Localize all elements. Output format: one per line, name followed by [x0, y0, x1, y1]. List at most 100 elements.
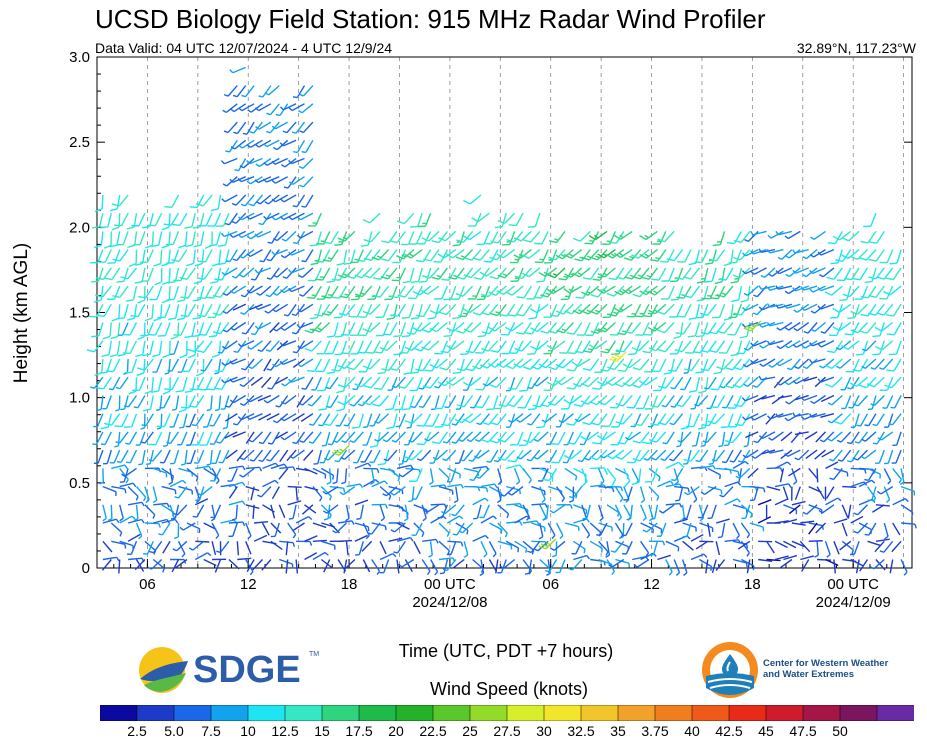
wind-barb: [211, 340, 222, 358]
barb-flag: [114, 425, 123, 428]
wind-barb: [508, 413, 524, 424]
barb-shaft: [221, 340, 230, 354]
wind-barb: [109, 449, 121, 464]
wind-barb: [206, 395, 213, 412]
barb-flag: [723, 262, 732, 267]
wind-barb: [712, 231, 726, 247]
barb-flag: [431, 276, 440, 280]
barb-flag: [401, 316, 410, 319]
barb-shaft: [496, 431, 507, 444]
wind-barb: [111, 194, 129, 207]
barb-half-flag: [220, 232, 225, 237]
barb-half-flag: [617, 516, 622, 522]
wind-barb: [263, 157, 280, 166]
barb-shaft: [438, 522, 450, 534]
barb-flag: [590, 294, 599, 298]
wind-barb: [166, 431, 180, 445]
barb-half-flag: [339, 491, 344, 496]
barb-shaft: [278, 504, 286, 518]
wind-barb: [179, 522, 196, 531]
barb-shaft: [311, 340, 322, 352]
wind-barb: [360, 449, 373, 463]
barb-half-flag: [119, 532, 123, 537]
barb-half-flag: [329, 496, 333, 501]
wind-barb: [632, 267, 650, 280]
wind-barb: [173, 267, 188, 282]
barb-shaft: [350, 249, 356, 264]
barb-shaft: [271, 486, 280, 500]
barb-shaft: [623, 468, 631, 482]
barb-half-flag: [254, 179, 259, 184]
barb-flag: [476, 298, 485, 301]
barb-flag: [307, 279, 316, 282]
barb-shaft: [249, 413, 263, 420]
barb-shaft: [218, 395, 222, 410]
barb-half-flag: [367, 526, 370, 532]
barb-shaft: [650, 322, 659, 336]
barb-half-flag: [446, 480, 452, 483]
barb-shaft: [187, 285, 196, 299]
wind-barb: [429, 468, 434, 485]
barb-shaft: [415, 285, 423, 299]
barb-flag: [393, 335, 402, 338]
wind-barb: [281, 376, 297, 387]
wind-barb: [749, 522, 765, 532]
barb-shaft: [181, 358, 188, 373]
barb-flag: [433, 260, 442, 263]
wind-barb: [214, 395, 222, 412]
wind-barb: [516, 449, 532, 460]
barb-flag: [337, 364, 345, 370]
barb-half-flag: [742, 306, 747, 311]
wind-barb: [683, 449, 692, 465]
barb-flag: [653, 389, 661, 392]
barb-half-flag: [645, 552, 650, 557]
barb-shaft: [131, 358, 138, 373]
barb-flag: [93, 244, 102, 249]
barb-shaft: [614, 486, 624, 499]
barb-shaft: [269, 449, 280, 462]
barb-flag: [728, 261, 737, 264]
wind-barb: [241, 85, 255, 98]
barb-shaft: [655, 431, 667, 443]
barb-half-flag: [510, 545, 513, 550]
barb-shaft: [640, 413, 650, 426]
barb-half-flag: [662, 541, 666, 546]
barb-flag: [360, 244, 369, 247]
barb-half-flag: [710, 566, 713, 571]
wind-barb: [582, 358, 600, 371]
barb-shaft: [705, 559, 709, 574]
barb-shaft: [554, 394, 566, 406]
barb-half-flag: [271, 179, 276, 184]
barb-half-flag: [233, 131, 238, 135]
barb-half-flag: [264, 201, 269, 205]
barb-half-flag: [552, 273, 558, 277]
barb-half-flag: [649, 554, 654, 556]
barb-half-flag: [319, 497, 323, 502]
barb-shaft: [295, 486, 299, 501]
barb-flag: [406, 332, 415, 335]
barb-half-flag: [569, 499, 574, 503]
barb-shaft: [452, 340, 465, 350]
barb-half-flag: [401, 460, 407, 463]
wind-barb: [510, 267, 524, 283]
wind-barb: [533, 449, 549, 460]
barb-half-flag: [680, 388, 685, 391]
barb-shaft: [562, 413, 574, 424]
barb-flag: [488, 291, 496, 296]
barb-shaft: [718, 304, 726, 318]
wind-barb: [362, 394, 381, 406]
barb-flag: [694, 261, 702, 264]
barb-shaft: [175, 304, 180, 319]
barb-shaft: [168, 231, 171, 246]
barb-flag: [572, 237, 581, 242]
wind-barb: [117, 340, 129, 357]
barb-half-flag: [551, 534, 556, 539]
barb-shaft: [138, 212, 146, 227]
barb-shaft: [683, 376, 692, 390]
barb-half-flag: [124, 544, 127, 549]
wind-barb: [266, 449, 280, 462]
barb-flag: [124, 426, 132, 428]
wind-barb: [169, 413, 180, 428]
wind-barb: [335, 413, 348, 427]
wind-barb: [608, 558, 625, 568]
